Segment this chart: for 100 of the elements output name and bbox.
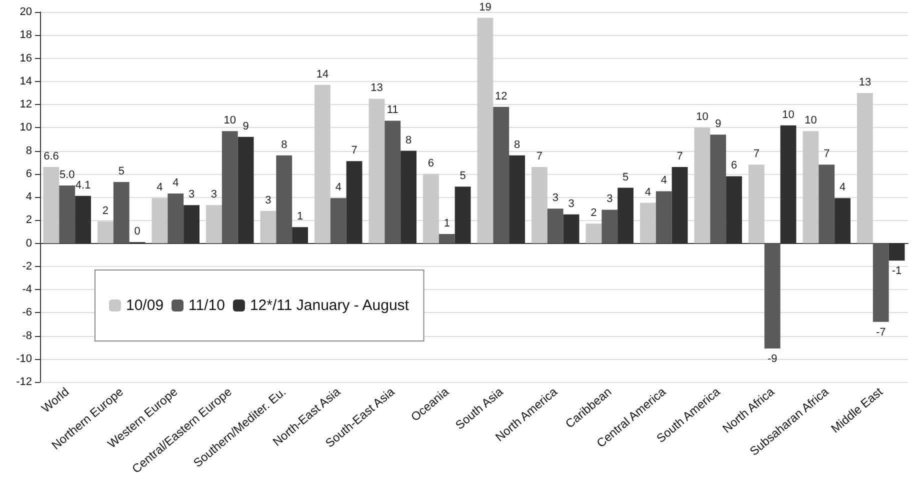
bar [314,84,330,244]
bar [857,92,873,244]
data-label: 2 [102,204,109,217]
data-label: 3 [265,194,272,206]
bar [423,174,439,244]
data-label: 10 [696,111,708,124]
data-label: 7 [351,144,358,157]
data-label: 3 [568,198,574,210]
data-label: 6 [730,160,738,172]
y-tick-label: 4 [26,191,32,203]
bar [438,234,455,244]
data-label: 14 [316,68,329,80]
bar [764,243,780,348]
data-label: 13 [370,82,383,94]
bar [640,202,656,244]
data-label: -7 [876,326,886,338]
bar [656,191,672,244]
data-label: 10 [224,114,236,127]
data-label: 7 [824,148,830,160]
y-tick-label: 18 [20,29,32,42]
data-label: 5 [460,170,466,182]
bar [206,205,222,244]
bar [547,208,564,244]
bar [532,166,548,244]
data-label: 5.0 [59,168,75,181]
y-tick-label: 0 [26,237,32,250]
bar [748,164,764,244]
data-label: 7 [753,148,760,160]
data-label: 8 [281,138,288,151]
bar [276,155,292,244]
data-label: 11 [386,104,398,116]
data-label: 10 [782,108,794,121]
bar [168,194,184,244]
data-label: 2 [590,207,597,220]
data-label: 5 [622,171,629,184]
data-label: 5 [118,165,124,178]
legend-label: 10/09 [126,297,164,314]
y-tick-label: 6 [26,168,32,180]
bar [694,128,710,244]
y-tick-label: 14 [20,75,32,88]
bar [818,164,835,244]
bar [98,221,114,244]
data-label: 4 [839,182,846,194]
data-label: 3 [188,188,195,201]
data-label: 4 [335,182,342,194]
data-label: 4 [172,177,179,190]
data-label: -1 [892,265,902,278]
data-label: 10 [804,114,817,127]
bar [493,106,510,244]
data-label: 0 [134,226,140,238]
data-label: 12 [495,90,508,102]
data-label: 4 [644,186,652,198]
data-label: 3 [552,192,558,204]
bar [802,131,819,244]
data-label: 9 [242,120,249,132]
bar [43,166,60,244]
data-label: 9 [715,118,722,130]
data-label: 6.6 [44,150,59,162]
bar [477,18,494,244]
data-label: 7 [676,150,683,162]
y-tick-label: 12 [20,98,32,110]
bar [260,210,276,244]
bar [330,198,346,244]
y-tick-label: 2 [26,214,32,226]
data-label: 8 [514,138,520,151]
y-tick-label: 16 [20,52,32,64]
y-tick-label: 10 [20,122,32,134]
bar [602,210,618,244]
bar [113,182,130,244]
data-label: 6 [428,157,434,170]
bar [59,185,76,244]
y-tick-label: -10 [16,352,32,365]
legend-label: 12*/11 January - August [250,297,410,314]
data-label: 4 [156,182,163,194]
data-label: 13 [858,76,872,88]
data-label: 7 [536,150,543,162]
bar [710,134,726,244]
bar [586,224,602,244]
bar [872,243,889,322]
data-label: 4 [660,174,667,187]
y-tick-label: -6 [22,306,32,319]
data-label: 3 [606,193,613,206]
y-tick-label: 20 [20,6,32,18]
data-label: 1 [296,210,304,223]
y-tick-label: -4 [22,284,32,296]
data-label: -9 [767,352,778,365]
bar [152,198,168,244]
data-label: 3 [210,188,218,201]
data-label: 4.1 [75,179,91,192]
y-tick-label: -8 [22,330,32,342]
data-label: 8 [405,134,412,146]
bar [222,131,238,244]
y-tick-label: -12 [16,376,32,388]
y-tick-label: 8 [26,144,32,157]
legend-label: 11/10 [188,297,225,314]
data-label: 19 [479,1,492,14]
bar [368,98,385,244]
data-label: 1 [444,218,450,230]
y-tick-label: -2 [22,260,32,272]
bar [384,120,401,244]
